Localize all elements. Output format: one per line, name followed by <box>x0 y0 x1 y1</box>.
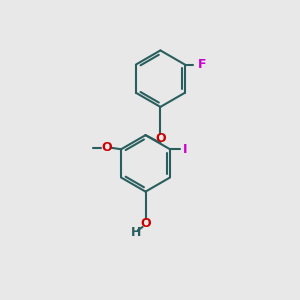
Text: O: O <box>140 217 151 230</box>
Text: O: O <box>101 141 112 154</box>
Text: H: H <box>131 226 141 238</box>
Text: F: F <box>198 58 206 71</box>
Text: O: O <box>155 132 166 145</box>
Text: I: I <box>183 143 187 156</box>
